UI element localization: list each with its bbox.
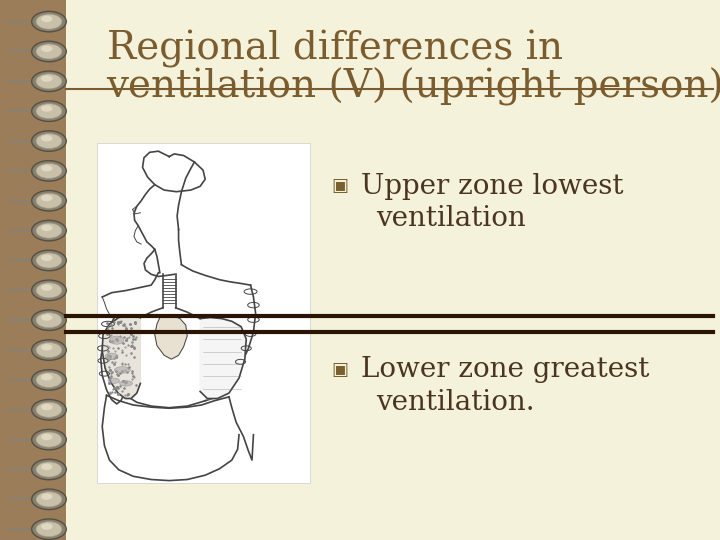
Ellipse shape [36,402,62,417]
Ellipse shape [32,250,66,271]
Ellipse shape [41,523,53,530]
Ellipse shape [32,101,66,122]
Ellipse shape [41,254,53,261]
Text: ventilation.: ventilation. [376,389,534,416]
Ellipse shape [36,373,62,388]
Ellipse shape [32,489,66,510]
Text: Upper zone lowest: Upper zone lowest [361,173,624,200]
Text: ventilation: ventilation [376,205,526,232]
Ellipse shape [108,378,120,383]
Ellipse shape [109,336,124,345]
Ellipse shape [36,44,62,59]
Ellipse shape [41,404,53,410]
Ellipse shape [32,429,66,450]
Ellipse shape [41,16,53,22]
Ellipse shape [36,313,62,328]
Ellipse shape [36,432,62,447]
Ellipse shape [41,494,53,500]
Ellipse shape [36,253,62,268]
Text: ▣: ▣ [331,177,348,195]
FancyBboxPatch shape [66,0,720,540]
Ellipse shape [41,434,53,440]
Ellipse shape [32,191,66,211]
Polygon shape [200,318,246,399]
Polygon shape [155,316,187,359]
Text: ventilation (V) (upright person): ventilation (V) (upright person) [107,68,720,106]
Ellipse shape [41,165,53,171]
FancyBboxPatch shape [97,143,310,483]
Ellipse shape [36,74,62,89]
Ellipse shape [41,105,53,112]
Ellipse shape [36,283,62,298]
Ellipse shape [120,381,132,386]
Ellipse shape [32,459,66,480]
Ellipse shape [36,133,62,148]
Ellipse shape [36,492,62,507]
Ellipse shape [36,223,62,238]
Ellipse shape [32,11,66,32]
Text: Lower zone greatest: Lower zone greatest [361,356,650,383]
Ellipse shape [32,370,66,390]
Ellipse shape [32,519,66,539]
Ellipse shape [36,163,62,178]
Ellipse shape [36,522,62,537]
Ellipse shape [32,131,66,151]
Ellipse shape [32,160,66,181]
Ellipse shape [36,462,62,477]
Polygon shape [102,316,140,399]
Ellipse shape [41,314,53,321]
Ellipse shape [36,342,62,357]
Ellipse shape [32,400,66,420]
Ellipse shape [41,45,53,52]
Ellipse shape [32,310,66,330]
Ellipse shape [32,41,66,62]
Ellipse shape [32,71,66,92]
Ellipse shape [36,193,62,208]
Ellipse shape [105,353,118,360]
Ellipse shape [41,374,53,381]
Ellipse shape [41,463,53,470]
Ellipse shape [32,280,66,301]
Ellipse shape [36,14,62,29]
Ellipse shape [114,367,130,373]
Text: ▣: ▣ [331,361,348,379]
Ellipse shape [41,225,53,231]
Text: Regional differences in: Regional differences in [107,30,563,68]
Ellipse shape [41,285,53,291]
Ellipse shape [41,135,53,141]
Ellipse shape [41,76,53,82]
Ellipse shape [32,340,66,360]
Ellipse shape [41,195,53,201]
Ellipse shape [32,220,66,241]
Ellipse shape [41,344,53,350]
Ellipse shape [36,104,62,119]
